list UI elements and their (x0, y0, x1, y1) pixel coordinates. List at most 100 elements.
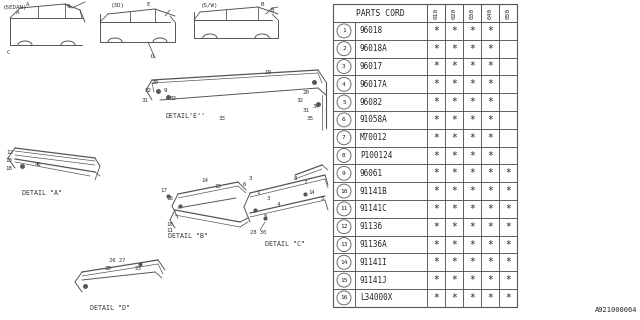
Bar (481, 22, 499, 40)
Text: *: * (487, 133, 493, 143)
Text: *: * (451, 222, 457, 232)
Bar (445, 200, 463, 218)
Text: 050: 050 (506, 7, 511, 19)
Bar (445, 147, 463, 164)
Text: *: * (505, 275, 511, 285)
Text: D: D (150, 53, 154, 59)
Text: *: * (487, 26, 493, 36)
Text: *: * (451, 239, 457, 250)
Text: B: B (260, 2, 264, 6)
Bar (445, 236, 463, 253)
Bar (463, 93, 481, 111)
Text: (S/W): (S/W) (201, 4, 219, 9)
Text: *: * (469, 204, 475, 214)
Bar (445, 289, 463, 307)
Text: *: * (433, 168, 439, 178)
Bar (499, 218, 517, 236)
Bar (355, 271, 427, 289)
Text: *: * (487, 186, 493, 196)
Text: *: * (487, 168, 493, 178)
Text: 14: 14 (202, 178, 209, 182)
Bar (481, 76, 499, 93)
Text: *: * (433, 97, 439, 107)
Text: 16: 16 (166, 196, 173, 201)
Bar (481, 93, 499, 111)
Text: DETAIL "C": DETAIL "C" (265, 241, 305, 247)
Text: *: * (469, 61, 475, 71)
Text: 91141C: 91141C (360, 204, 388, 213)
Text: *: * (451, 44, 457, 54)
Text: 1: 1 (256, 189, 260, 195)
Text: *: * (469, 257, 475, 267)
Text: 26 27: 26 27 (109, 258, 125, 262)
Text: *: * (469, 133, 475, 143)
Text: 9: 9 (342, 171, 346, 176)
Text: *: * (487, 275, 493, 285)
Bar (445, 164, 463, 182)
Bar (427, 218, 445, 236)
Bar (499, 93, 517, 111)
Text: *: * (451, 257, 457, 267)
Text: 4: 4 (276, 203, 280, 207)
Bar (427, 147, 445, 164)
Text: 31: 31 (303, 108, 310, 113)
Text: 20: 20 (303, 90, 310, 94)
Bar (333, 76, 355, 93)
Bar (445, 58, 463, 76)
Text: 7: 7 (303, 180, 307, 185)
Text: 12: 12 (6, 149, 13, 155)
Bar (463, 289, 481, 307)
Text: DETAIL "A": DETAIL "A" (22, 190, 62, 196)
Bar (427, 164, 445, 182)
Text: 12: 12 (340, 224, 348, 229)
Text: *: * (433, 186, 439, 196)
Text: 4: 4 (342, 82, 346, 87)
Text: 6: 6 (243, 182, 246, 188)
Text: 32: 32 (296, 99, 303, 103)
Text: (SEDAN): (SEDAN) (3, 5, 28, 11)
Text: B: B (270, 7, 274, 12)
Text: 9: 9 (163, 87, 167, 92)
Text: 5: 5 (320, 196, 324, 201)
Bar (427, 182, 445, 200)
Text: *: * (469, 275, 475, 285)
Bar (499, 147, 517, 164)
Bar (333, 22, 355, 40)
Text: 16: 16 (340, 295, 348, 300)
Text: 030: 030 (470, 7, 474, 19)
Bar (427, 93, 445, 111)
Text: *: * (469, 222, 475, 232)
Bar (333, 200, 355, 218)
Text: 13: 13 (6, 157, 13, 163)
Bar (463, 58, 481, 76)
Bar (333, 218, 355, 236)
Text: *: * (469, 97, 475, 107)
Bar (463, 253, 481, 271)
Text: *: * (451, 133, 457, 143)
Text: 35: 35 (307, 116, 314, 121)
Text: *: * (469, 150, 475, 161)
Text: 32: 32 (170, 95, 177, 100)
Bar (481, 40, 499, 58)
Bar (463, 182, 481, 200)
Text: *: * (451, 79, 457, 89)
Bar (355, 22, 427, 40)
Bar (481, 218, 499, 236)
Bar (333, 93, 355, 111)
Bar (355, 58, 427, 76)
Text: 91136: 91136 (360, 222, 383, 231)
Text: *: * (487, 44, 493, 54)
Bar (445, 129, 463, 147)
Text: (3D): (3D) (111, 4, 125, 9)
Text: *: * (433, 293, 439, 303)
Bar (355, 40, 427, 58)
Text: 23: 23 (134, 266, 141, 270)
Text: *: * (505, 186, 511, 196)
Text: 32: 32 (145, 89, 152, 93)
Text: 6: 6 (342, 117, 346, 122)
Text: 020: 020 (451, 7, 456, 19)
Bar (499, 22, 517, 40)
Text: *: * (451, 186, 457, 196)
Text: 15: 15 (340, 278, 348, 283)
Text: 040: 040 (488, 7, 493, 19)
